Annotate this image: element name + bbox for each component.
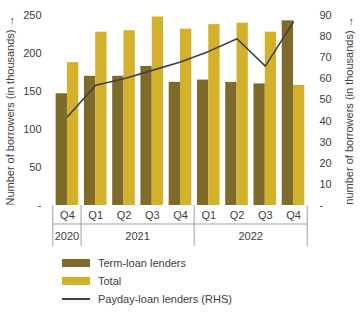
svg-text:Q1: Q1 xyxy=(201,209,216,221)
svg-text:Q1: Q1 xyxy=(88,209,103,221)
svg-text:Q4: Q4 xyxy=(173,209,188,221)
svg-text:90: 90 xyxy=(320,9,332,21)
svg-text:50: 50 xyxy=(29,161,41,173)
svg-text:40: 40 xyxy=(320,115,332,127)
svg-text:100: 100 xyxy=(23,123,41,135)
svg-text:2022: 2022 xyxy=(238,230,262,242)
svg-text:Q2: Q2 xyxy=(117,209,132,221)
svg-text:Q2: Q2 xyxy=(230,209,245,221)
svg-text:Q3: Q3 xyxy=(145,209,160,221)
svg-text:Q3: Q3 xyxy=(258,209,273,221)
svg-text:Q4: Q4 xyxy=(286,209,301,221)
svg-text:-: - xyxy=(320,199,324,211)
svg-text:10: 10 xyxy=(320,178,332,190)
svg-text:Q4: Q4 xyxy=(60,209,75,221)
svg-text:-: - xyxy=(38,199,42,211)
svg-text:number of borrowers (in thousa: number of borrowers (in thousands) → xyxy=(343,16,355,204)
svg-text:200: 200 xyxy=(23,47,41,59)
svg-text:150: 150 xyxy=(23,85,41,97)
svg-text:250: 250 xyxy=(23,9,41,21)
svg-text:70: 70 xyxy=(320,51,332,63)
svg-text:50: 50 xyxy=(320,93,332,105)
svg-text:30: 30 xyxy=(320,136,332,148)
svg-text:2021: 2021 xyxy=(125,230,149,242)
svg-text:80: 80 xyxy=(320,30,332,42)
html-text:Payday-loan lenders (RHS): Payday-loan lenders (RHS) xyxy=(98,293,232,305)
svg-text:2020: 2020 xyxy=(55,230,79,242)
svg-text:Number of borrowers (in thousa: Number of borrowers (in thousands) → xyxy=(4,15,16,205)
svg-text:20: 20 xyxy=(320,157,332,169)
html-text:Term-loan lenders: Term-loan lenders xyxy=(98,257,186,269)
svg-text:60: 60 xyxy=(320,72,332,84)
html-text:Total: Total xyxy=(98,275,122,287)
